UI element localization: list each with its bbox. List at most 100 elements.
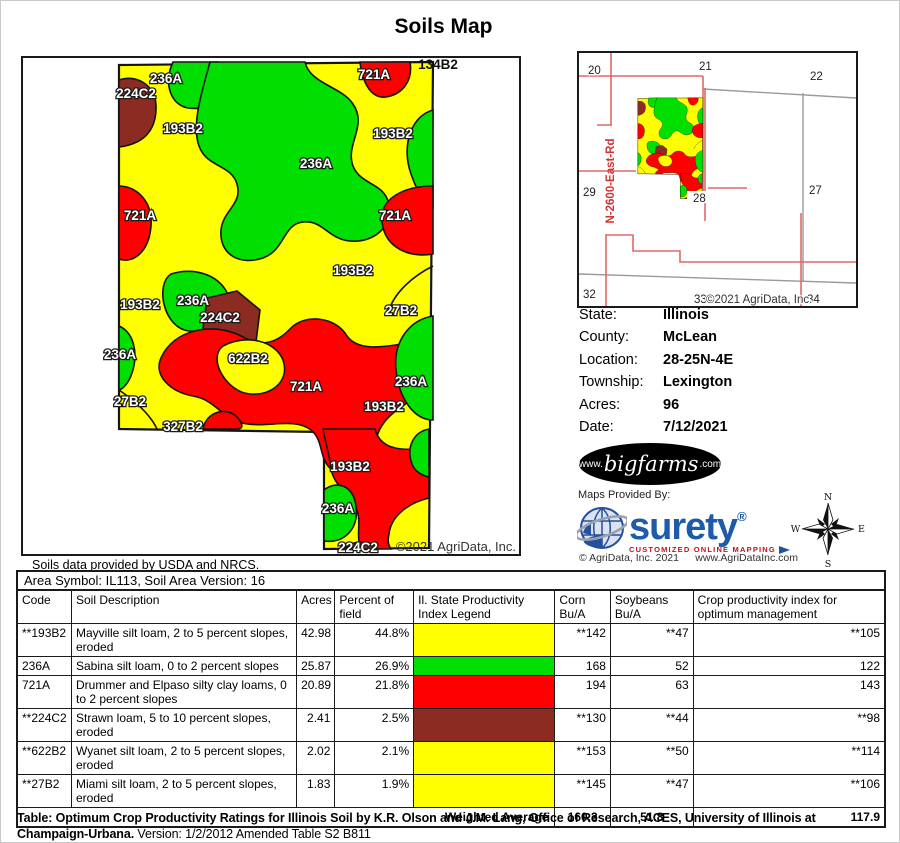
parcel-info-block: State: Illinois County: McLean Location: 28-2… xyxy=(579,304,879,438)
legend-color-cell xyxy=(413,675,556,709)
soil-code-label: 721A xyxy=(379,208,412,223)
soil-code-label: 236A xyxy=(177,293,210,308)
column-header: Percent of field xyxy=(334,589,415,624)
acres-cell: 25.87 xyxy=(296,656,336,676)
compass-east-label: E xyxy=(858,524,865,535)
percent-cell: 2.5% xyxy=(334,708,415,742)
acres-cell: 2.02 xyxy=(296,741,336,775)
agridata-copyright: © AgriData, Inc. 2021 xyxy=(579,552,679,564)
compass-rose-icon: N E S W xyxy=(791,492,865,569)
crop-index-cell: **98 xyxy=(692,708,886,742)
soil-code-label: 193B2 xyxy=(373,126,413,141)
soybeans-cell: **47 xyxy=(609,623,694,657)
soil-code-cell: **27B2 xyxy=(16,774,72,808)
table-row: 721A Drummer and Elpaso silty clay loams,… xyxy=(16,675,886,709)
soil-code-cell: **224C2 xyxy=(16,708,72,742)
inset-copyright: ©2021 AgriData, Inc. xyxy=(706,294,812,306)
surety-tagline: CUSTOMIZED ONLINE MAPPING xyxy=(629,545,776,554)
soil-code-label: 193B2 xyxy=(330,459,370,474)
info-value: 7/12/2021 xyxy=(663,419,728,436)
compass-north-label: N xyxy=(824,492,832,503)
table-header-row: Code Soil Description Acres Percent of fiel… xyxy=(16,589,886,624)
crop-index-cell: **105 xyxy=(692,623,886,657)
info-label: Location: xyxy=(579,351,638,368)
acres-cell: 42.98 xyxy=(296,623,336,657)
bigfarms-com: .com xyxy=(699,458,722,470)
crop-index-cell: 122 xyxy=(692,656,886,676)
soil-code-label: 224C2 xyxy=(116,86,156,101)
bigfarms-www: www. xyxy=(578,458,603,470)
compass-west-label: W xyxy=(791,524,801,535)
section-number: 29 xyxy=(583,187,596,199)
legend-color-cell xyxy=(413,774,556,808)
table-row: **27B2 Miami silt loam, 2 to 5 percent sl… xyxy=(16,774,886,808)
soil-description-cell: Strawn loam, 5 to 10 percent slopes, ero… xyxy=(70,708,298,742)
soybeans-cell: **44 xyxy=(609,708,694,742)
compass-south-label: S xyxy=(825,559,832,569)
info-label: Acres: xyxy=(579,396,621,413)
soil-field-shapes xyxy=(117,60,435,551)
acres-cell: 20.89 xyxy=(296,675,336,709)
info-row: County: McLean xyxy=(579,326,879,348)
info-value: Illinois xyxy=(663,307,709,323)
column-header: Corn Bu/A xyxy=(554,589,611,624)
info-value: 96 xyxy=(663,396,680,413)
surety-globe-icon xyxy=(577,507,627,549)
soybeans-cell: **50 xyxy=(609,741,694,775)
percent-cell: 2.1% xyxy=(334,741,415,775)
info-row: Location: 28-25N-4E xyxy=(579,349,879,371)
soil-code-cell: 721A xyxy=(16,675,72,709)
info-label: Date: xyxy=(579,419,614,436)
source-note-version: Version: 1/2/2012 Amended Table S2 B811 xyxy=(134,826,371,841)
corn-cell: 168 xyxy=(554,656,611,676)
percent-cell: 44.8% xyxy=(334,623,415,657)
maps-provided-by-label: Maps Provided By: xyxy=(578,489,671,501)
soil-description-cell: Wyanet silt loam, 2 to 5 percent slopes,… xyxy=(70,741,298,775)
percent-cell: 26.9% xyxy=(334,656,415,676)
column-header: Il. State Productivity Index Legend xyxy=(413,589,556,624)
soil-description-cell: Drummer and Elpaso silty clay loams, 0 t… xyxy=(70,675,298,709)
section-number: 20 xyxy=(588,65,601,77)
table-row: **622B2 Wyanet silt loam, 2 to 5 percent … xyxy=(16,741,886,775)
soil-code-label: 622B2 xyxy=(228,351,268,366)
info-label: State: xyxy=(579,307,617,323)
weighted-average-row: Weighted Average 160.3 51.8 117.9 xyxy=(16,807,886,828)
weighted-average-label: Weighted Average xyxy=(16,807,556,828)
map-copyright: ©2021 AgriData, Inc. xyxy=(396,539,516,554)
inset-map-drawing: 20 21 22 29 28 27 32 33 34 N-2600-East-Rd ©2021 … xyxy=(578,53,857,308)
column-header: Acres xyxy=(296,589,336,624)
table-row: 236A Sabina silt loam, 0 to 2 percent slo… xyxy=(16,656,886,676)
soil-code-label: 27B2 xyxy=(114,394,146,409)
percent-cell: 1.9% xyxy=(334,774,415,808)
table-row: **224C2 Strawn loam, 5 to 10 percent slop… xyxy=(16,708,886,742)
column-header: Crop productivity index for optimum mana… xyxy=(692,589,886,624)
soil-code-label: 236A xyxy=(104,347,137,362)
soil-code-label: 193B2 xyxy=(364,399,404,414)
page-title: Soils Map xyxy=(394,15,493,38)
surety-name: surety xyxy=(629,506,738,548)
soil-code-label: 193B2 xyxy=(333,263,373,278)
legend-color-cell xyxy=(413,623,556,657)
soil-description-cell: Mayville silt loam, 2 to 5 percent slope… xyxy=(70,623,298,657)
surety-swoosh-icon xyxy=(778,545,790,554)
soil-code-label: 327B2 xyxy=(163,419,203,434)
corn-cell: **142 xyxy=(554,623,611,657)
crop-index-cell: 143 xyxy=(692,675,886,709)
soil-code-cell: 236A xyxy=(16,656,72,676)
soil-code-label: 224C2 xyxy=(338,540,378,554)
corn-cell: **153 xyxy=(554,741,611,775)
soils-map-panel: 236A 224C2 193B2 721A 134B2 193B2 236A 721A 721A… xyxy=(21,56,521,556)
soil-code-label: 27B2 xyxy=(385,303,417,318)
agridata-credit-line: © AgriData, Inc. 2021 www.AgriDataInc.co… xyxy=(579,552,798,564)
section-number: 22 xyxy=(810,71,823,83)
soil-code-label: 721A xyxy=(290,379,323,394)
soil-code-label: 224C2 xyxy=(200,310,240,325)
table-row: **193B2 Mayville silt loam, 2 to 5 percen… xyxy=(16,623,886,657)
soils-table: Code Soil Description Acres Percent of fiel… xyxy=(16,589,886,828)
info-row: Date: 7/12/2021 xyxy=(579,416,879,438)
info-row: Township: Lexington xyxy=(579,371,879,393)
soil-code-label: 236A xyxy=(150,71,183,86)
source-note-bold: Table: Optimum Crop Productivity Ratings… xyxy=(17,811,816,841)
